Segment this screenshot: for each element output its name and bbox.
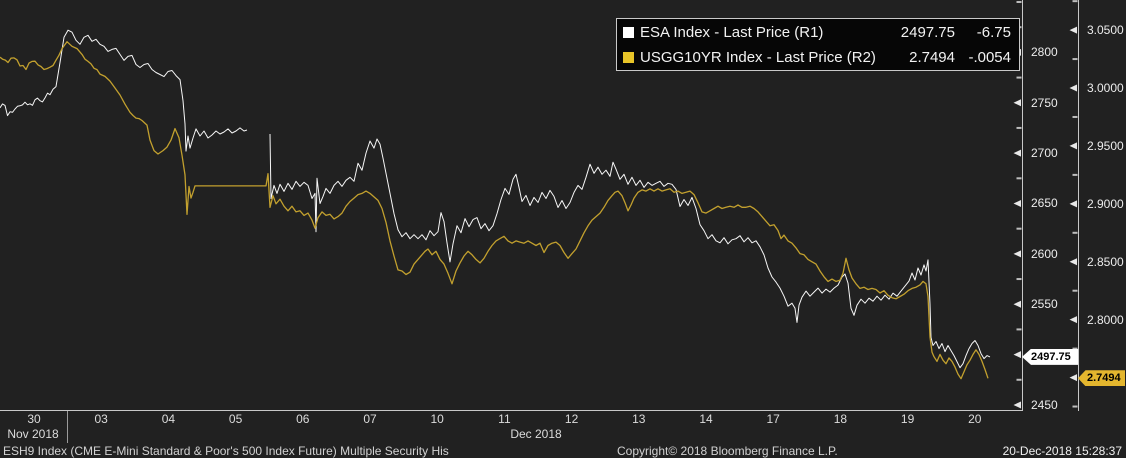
month-label-nov: Nov 2018 bbox=[7, 427, 59, 441]
esa-price-change: -6.75 bbox=[976, 23, 1011, 41]
x-axis-label: 18 bbox=[833, 412, 848, 426]
x-axis-label: 11 bbox=[498, 412, 511, 426]
r1-axis-label: 2750 bbox=[1031, 95, 1058, 110]
r1-axis-label: 2450 bbox=[1031, 397, 1058, 412]
r1-axis-label: 2550 bbox=[1031, 297, 1058, 312]
chart-legend: ESA Index - Last Price (R1) 2497.75 -6.7… bbox=[616, 18, 1020, 71]
r2-axis-major-tick bbox=[1069, 200, 1077, 208]
r1-axis-major-tick bbox=[1013, 99, 1021, 107]
x-axis-label: 06 bbox=[296, 412, 310, 426]
r1-axis-label: 2650 bbox=[1031, 196, 1058, 211]
x-axis-label: 03 bbox=[94, 412, 108, 426]
r1-axis-label: 2700 bbox=[1031, 146, 1058, 161]
r2-axis-label: 2.9500 bbox=[1087, 138, 1124, 153]
r1-axis-major-tick bbox=[1013, 250, 1021, 258]
r2-axis-major-tick bbox=[1069, 316, 1077, 324]
legend-row-usgg10yr[interactable]: USGG10YR Index - Last Price (R2) 2.7494 … bbox=[617, 45, 1019, 70]
x-axis-label: 05 bbox=[228, 412, 243, 426]
usgg10yr-series-swatch bbox=[623, 51, 634, 63]
x-axis-label: 12 bbox=[564, 412, 579, 426]
r2-axis-major-tick bbox=[1069, 258, 1077, 266]
usgg10yr-price-line bbox=[0, 41, 989, 380]
r2-axis-label: 3.0500 bbox=[1087, 23, 1124, 38]
x-axis-label: 30 bbox=[27, 412, 41, 426]
r2-axis-label: 2.9000 bbox=[1087, 196, 1124, 211]
r2-axis-major-tick bbox=[1069, 142, 1077, 150]
usgg10yr-legend-label: USGG10YR Index - Last Price (R2) bbox=[640, 48, 876, 66]
r1-axis-major-tick bbox=[1013, 300, 1021, 308]
status-bar: ESH9 Index (CME E-Mini Standard & Poor's… bbox=[0, 444, 1126, 458]
month-label-dec: Dec 2018 bbox=[510, 427, 562, 441]
x-axis-label: 04 bbox=[161, 412, 176, 426]
usgg10yr-last-price: 2.7494 bbox=[909, 48, 955, 66]
r1-axis-major-tick bbox=[1013, 199, 1021, 207]
r2-axis-label: 2.8000 bbox=[1087, 312, 1124, 327]
r1-axis-label: 2600 bbox=[1031, 246, 1058, 261]
r2-axis-major-tick bbox=[1069, 26, 1077, 34]
x-axis-label: 14 bbox=[699, 412, 713, 426]
x-axis-label: 19 bbox=[900, 412, 915, 426]
esa-last-price: 2497.75 bbox=[900, 23, 955, 41]
r1-axis-major-tick bbox=[1013, 351, 1021, 359]
r2-axis-label: 2.8500 bbox=[1087, 254, 1124, 269]
r1-axis-label: 2800 bbox=[1031, 45, 1058, 60]
esa-price-line bbox=[269, 133, 991, 369]
x-axis-label: 10 bbox=[430, 412, 444, 426]
x-axis-label: 20 bbox=[968, 412, 982, 426]
usgg10yr-price-change: -.0054 bbox=[968, 48, 1011, 66]
x-axis-label: 17 bbox=[766, 412, 780, 426]
last-price-marker-usgg10yr: 2.7494 bbox=[1078, 370, 1125, 387]
copyright-notice: Copyright© 2018 Bloomberg Finance L.P. bbox=[617, 444, 838, 458]
timestamp: 20-Dec-2018 15:28:37 bbox=[1002, 444, 1122, 458]
security-description: ESH9 Index (CME E-Mini Standard & Poor's… bbox=[3, 444, 449, 458]
r1-axis-major-tick bbox=[1013, 401, 1021, 409]
esa-price-line bbox=[0, 29, 248, 152]
x-axis-label: 07 bbox=[363, 412, 377, 426]
last-price-marker-esa: 2497.75 bbox=[1022, 348, 1078, 365]
r2-axis-major-tick bbox=[1069, 84, 1077, 92]
legend-row-esa[interactable]: ESA Index - Last Price (R1) 2497.75 -6.7… bbox=[617, 20, 1019, 45]
esa-series-swatch bbox=[623, 26, 634, 38]
x-axis-label: 13 bbox=[632, 412, 646, 426]
esa-legend-label: ESA Index - Last Price (R1) bbox=[640, 23, 824, 41]
r1-axis-major-tick bbox=[1013, 149, 1021, 157]
r2-axis-major-tick bbox=[1069, 374, 1077, 382]
r2-axis-label: 3.0000 bbox=[1087, 81, 1124, 96]
